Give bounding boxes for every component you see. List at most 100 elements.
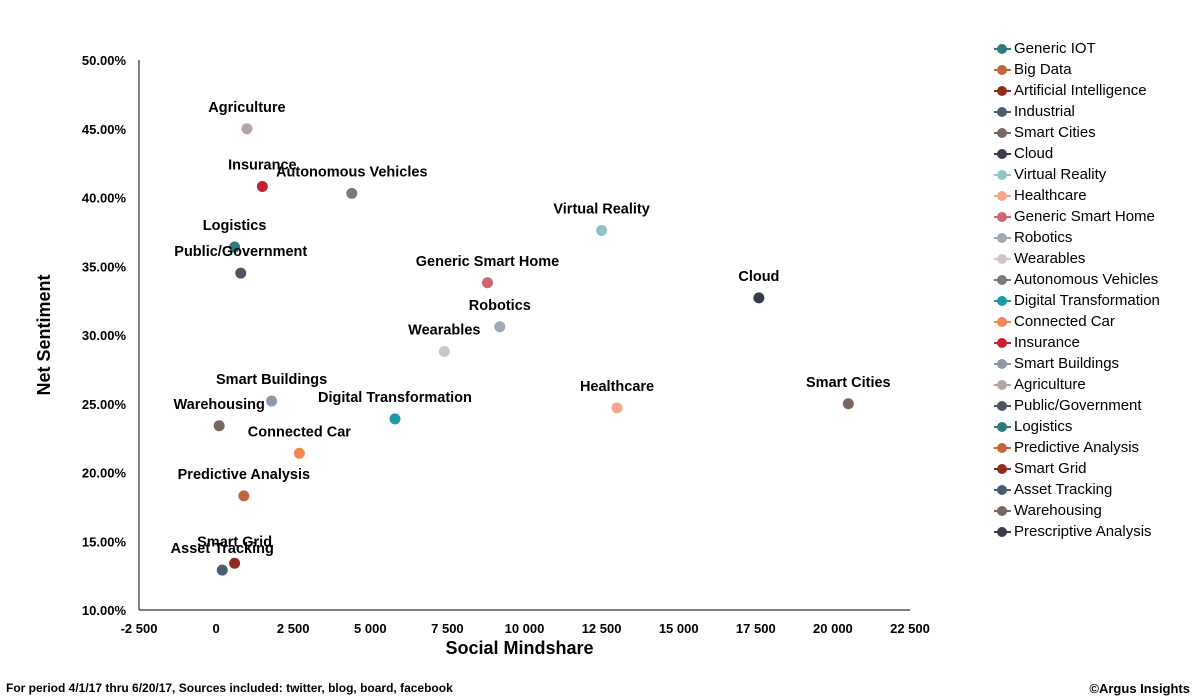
y-tick-label: 15.00% bbox=[82, 534, 127, 549]
legend-marker bbox=[994, 269, 1014, 290]
x-tick-label: 2 500 bbox=[277, 621, 310, 636]
legend-label: Cloud bbox=[1014, 145, 1054, 162]
legend-label: Generic IOT bbox=[1014, 40, 1096, 57]
legend-marker bbox=[994, 437, 1014, 458]
legend-item-agriculture: Agriculture bbox=[994, 374, 1194, 395]
x-tick-label: 12 500 bbox=[582, 621, 622, 636]
legend-marker bbox=[994, 59, 1014, 80]
legend-label: Industrial bbox=[1014, 103, 1075, 120]
point-autonomous-vehicles bbox=[346, 187, 358, 199]
legend-marker bbox=[994, 395, 1014, 416]
legend-label: Logistics bbox=[1014, 418, 1073, 435]
legend-marker bbox=[994, 206, 1014, 227]
legend-item-autonomous-vehicles: Autonomous Vehicles bbox=[994, 269, 1194, 290]
point-generic-smart-home bbox=[481, 277, 493, 289]
legend-label: Prescriptive Analysis bbox=[1014, 523, 1152, 540]
footnote: For period 4/1/17 thru 6/20/17, Sources … bbox=[6, 681, 453, 695]
legend-marker bbox=[994, 143, 1014, 164]
x-axis-title: Social Mindshare bbox=[445, 638, 593, 658]
point-wearables bbox=[438, 346, 450, 357]
legend-marker bbox=[994, 416, 1014, 437]
legend-marker bbox=[994, 290, 1014, 311]
label-digital-transformation: Digital Transformation bbox=[318, 390, 472, 406]
legend-label: Insurance bbox=[1014, 334, 1080, 351]
label-logistics: Logistics bbox=[203, 218, 267, 234]
y-tick-label: 10.00% bbox=[82, 603, 127, 618]
legend-marker bbox=[994, 353, 1014, 374]
label-smart-cities: Smart Cities bbox=[806, 375, 891, 391]
legend-label: Digital Transformation bbox=[1014, 292, 1160, 309]
legend-marker bbox=[994, 38, 1014, 59]
legend-label: Generic Smart Home bbox=[1014, 208, 1155, 225]
legend-item-logistics: Logistics bbox=[994, 416, 1194, 437]
label-asset-tracking: Asset Tracking bbox=[171, 541, 274, 557]
legend-label: Smart Cities bbox=[1014, 124, 1096, 141]
y-tick-label: 35.00% bbox=[82, 259, 127, 274]
legend-marker bbox=[994, 227, 1014, 248]
legend-label: Asset Tracking bbox=[1014, 481, 1113, 498]
legend-item-digital-transformation: Digital Transformation bbox=[994, 290, 1194, 311]
legend-marker bbox=[994, 311, 1014, 332]
point-asset-tracking bbox=[216, 564, 228, 576]
point-insurance bbox=[256, 181, 268, 192]
legend-item-generic-iot: Generic IOT bbox=[994, 38, 1194, 59]
legend-item-public-government: Public/Government bbox=[994, 395, 1194, 416]
x-tick-label: 17 500 bbox=[736, 621, 776, 636]
point-digital-transformation bbox=[389, 413, 401, 425]
legend-label: Healthcare bbox=[1014, 187, 1087, 204]
legend-marker bbox=[994, 479, 1014, 500]
point-connected-car bbox=[293, 447, 305, 459]
label-predictive-analysis: Predictive Analysis bbox=[178, 467, 310, 483]
point-robotics bbox=[494, 321, 506, 333]
legend-label: Smart Grid bbox=[1014, 460, 1087, 477]
legend-item-insurance: Insurance bbox=[994, 332, 1194, 353]
y-axis-ticks: 10.00% 15.00% 20.00% 25.00% 30.00% 35.00% 40.0… bbox=[82, 53, 127, 618]
legend-item-industrial: Industrial bbox=[994, 101, 1194, 122]
legend-label: Robotics bbox=[1014, 229, 1073, 246]
label-virtual-reality: Virtual Reality bbox=[553, 202, 649, 218]
chart-legend: Generic IOT Big Data Artificial Intelligen… bbox=[994, 38, 1194, 542]
label-healthcare: Healthcare bbox=[580, 379, 654, 395]
x-tick-label: 7 500 bbox=[431, 621, 464, 636]
data-points bbox=[213, 123, 854, 576]
label-generic-smart-home: Generic Smart Home bbox=[416, 254, 559, 270]
point-smart-grid bbox=[229, 557, 241, 569]
x-tick-label: 5 000 bbox=[354, 621, 387, 636]
x-tick-label: -2 500 bbox=[121, 621, 158, 636]
legend-item-connected-car: Connected Car bbox=[994, 311, 1194, 332]
legend-item-generic-smart-home: Generic Smart Home bbox=[994, 206, 1194, 227]
legend-item-warehousing: Warehousing bbox=[994, 500, 1194, 521]
label-agriculture: Agriculture bbox=[208, 100, 285, 116]
x-tick-label: 10 000 bbox=[505, 621, 545, 636]
label-insurance: Insurance bbox=[228, 158, 297, 174]
legend-item-prescriptive-analysis: Prescriptive Analysis bbox=[994, 521, 1194, 542]
point-healthcare bbox=[611, 402, 623, 414]
point-predictive-analysis bbox=[238, 490, 250, 502]
legend-marker bbox=[994, 374, 1014, 395]
legend-marker bbox=[994, 248, 1014, 269]
y-axis-title: Net Sentiment bbox=[34, 274, 54, 395]
label-public-government: Public/Government bbox=[174, 244, 307, 260]
y-tick-label: 25.00% bbox=[82, 397, 127, 412]
x-tick-label: 0 bbox=[212, 621, 219, 636]
legend-label: Virtual Reality bbox=[1014, 166, 1107, 183]
label-robotics: Robotics bbox=[469, 298, 531, 314]
y-tick-label: 40.00% bbox=[82, 191, 127, 206]
legend-label: Public/Government bbox=[1014, 397, 1142, 414]
point-virtual-reality bbox=[596, 225, 608, 236]
label-smart-grid: Smart Grid bbox=[197, 534, 272, 550]
legend-label: Connected Car bbox=[1014, 313, 1115, 330]
point-agriculture bbox=[241, 123, 253, 135]
y-tick-label: 20.00% bbox=[82, 466, 127, 481]
legend-label: Wearables bbox=[1014, 250, 1086, 267]
point-labels: Smart Cities Cloud Virtual Reality Healthca… bbox=[171, 100, 891, 557]
copyright: ©Argus Insights bbox=[1089, 681, 1190, 696]
label-warehousing: Warehousing bbox=[174, 397, 265, 413]
legend-item-virtual-reality: Virtual Reality bbox=[994, 164, 1194, 185]
point-warehousing bbox=[213, 420, 225, 432]
point-smart-buildings bbox=[266, 395, 278, 407]
label-autonomous-vehicles: Autonomous Vehicles bbox=[276, 164, 427, 180]
label-cloud: Cloud bbox=[738, 269, 779, 285]
y-tick-label: 50.00% bbox=[82, 53, 127, 68]
